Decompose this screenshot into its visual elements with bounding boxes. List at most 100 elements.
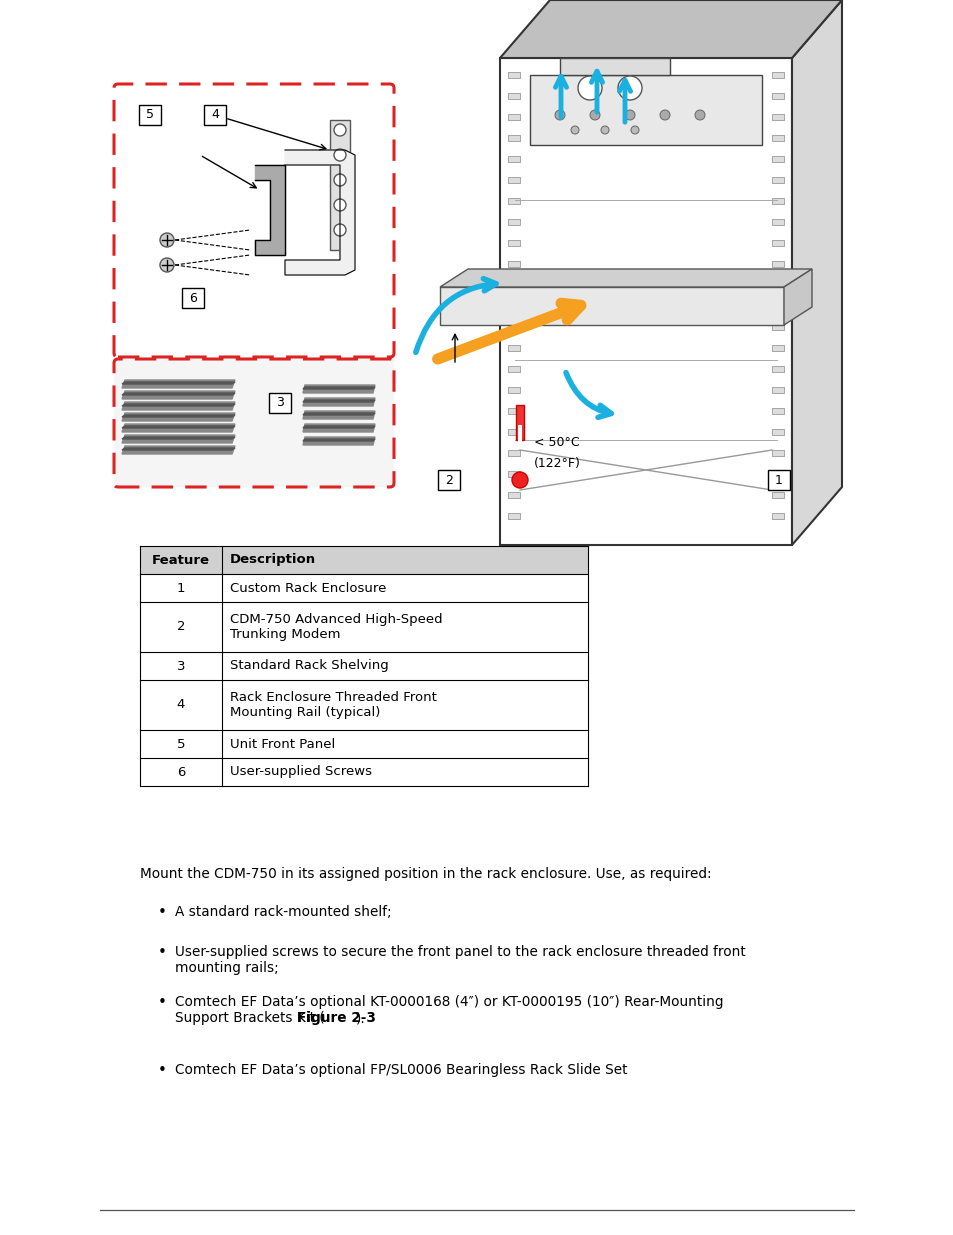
- Bar: [771, 72, 783, 78]
- Bar: [771, 261, 783, 267]
- Text: (122°F): (122°F): [534, 457, 580, 469]
- Bar: [771, 450, 783, 456]
- Polygon shape: [122, 437, 234, 438]
- Circle shape: [600, 126, 608, 135]
- Bar: [507, 219, 519, 225]
- Bar: [507, 303, 519, 309]
- Text: 2: 2: [445, 473, 453, 487]
- Polygon shape: [499, 0, 841, 58]
- Circle shape: [555, 110, 564, 120]
- Bar: [499, 58, 791, 545]
- Text: 2: 2: [176, 620, 185, 634]
- Bar: [530, 75, 761, 144]
- Bar: [559, 58, 669, 75]
- Polygon shape: [303, 400, 375, 403]
- Bar: [771, 219, 783, 225]
- Bar: [771, 177, 783, 183]
- Polygon shape: [285, 149, 355, 275]
- Bar: [771, 366, 783, 372]
- Bar: [507, 198, 519, 204]
- Text: 1: 1: [176, 582, 185, 594]
- Bar: [182, 288, 204, 308]
- Text: 1: 1: [774, 473, 782, 487]
- Bar: [771, 492, 783, 498]
- Text: User-supplied screws to secure the front panel to the rack enclosure threaded fr: User-supplied screws to secure the front…: [174, 945, 745, 976]
- Bar: [507, 324, 519, 330]
- Bar: [507, 72, 519, 78]
- Text: Standard Rack Shelving: Standard Rack Shelving: [230, 659, 388, 673]
- Circle shape: [334, 124, 346, 136]
- Bar: [507, 345, 519, 351]
- Text: 6: 6: [176, 766, 185, 778]
- Text: Custom Rack Enclosure: Custom Rack Enclosure: [230, 582, 386, 594]
- Text: Comtech EF Data’s optional KT-0000168 (4″) or KT-0000195 (10″) Rear-Mounting: Comtech EF Data’s optional KT-0000168 (4…: [174, 995, 722, 1009]
- Bar: [771, 114, 783, 120]
- Circle shape: [589, 110, 599, 120]
- Text: •: •: [158, 995, 167, 1010]
- Text: •: •: [158, 905, 167, 920]
- Bar: [507, 177, 519, 183]
- Bar: [140, 601, 587, 652]
- Bar: [269, 393, 291, 412]
- Bar: [507, 114, 519, 120]
- Polygon shape: [122, 403, 234, 410]
- Bar: [507, 408, 519, 414]
- Polygon shape: [303, 424, 375, 432]
- Bar: [507, 450, 519, 456]
- Bar: [771, 324, 783, 330]
- Polygon shape: [303, 438, 375, 441]
- Circle shape: [160, 258, 173, 272]
- Polygon shape: [122, 426, 234, 429]
- Polygon shape: [303, 412, 375, 415]
- Polygon shape: [122, 435, 234, 443]
- Text: Feature: Feature: [152, 553, 210, 567]
- Circle shape: [334, 224, 346, 236]
- Bar: [330, 120, 350, 249]
- Polygon shape: [122, 391, 234, 399]
- Circle shape: [334, 149, 346, 161]
- Text: 3: 3: [176, 659, 185, 673]
- Bar: [771, 282, 783, 288]
- Text: User-supplied Screws: User-supplied Screws: [230, 766, 372, 778]
- Text: Mount the CDM-750 in its assigned position in the rack enclosure. Use, as requir: Mount the CDM-750 in its assigned positi…: [140, 867, 711, 881]
- Bar: [767, 471, 789, 490]
- Circle shape: [334, 174, 346, 186]
- Bar: [507, 261, 519, 267]
- Bar: [140, 680, 587, 730]
- Polygon shape: [303, 398, 375, 406]
- Circle shape: [618, 77, 641, 100]
- Bar: [507, 429, 519, 435]
- Bar: [140, 652, 587, 680]
- Bar: [771, 240, 783, 246]
- Circle shape: [630, 126, 639, 135]
- Bar: [517, 425, 521, 445]
- Circle shape: [578, 77, 601, 100]
- Bar: [771, 198, 783, 204]
- Bar: [439, 287, 783, 325]
- Bar: [516, 405, 523, 440]
- Polygon shape: [439, 269, 811, 287]
- Polygon shape: [303, 437, 375, 445]
- Bar: [507, 492, 519, 498]
- Bar: [140, 730, 587, 758]
- Bar: [204, 105, 226, 125]
- Bar: [771, 345, 783, 351]
- Polygon shape: [122, 393, 234, 395]
- Bar: [437, 471, 459, 490]
- Circle shape: [659, 110, 669, 120]
- Polygon shape: [783, 269, 811, 325]
- Bar: [771, 471, 783, 477]
- Bar: [507, 93, 519, 99]
- Polygon shape: [122, 415, 234, 417]
- Circle shape: [571, 126, 578, 135]
- Text: Comtech EF Data’s optional FP/SL0006 Bearingless Rack Slide Set: Comtech EF Data’s optional FP/SL0006 Bea…: [174, 1063, 627, 1077]
- Bar: [507, 366, 519, 372]
- Circle shape: [160, 233, 173, 247]
- Text: 4: 4: [211, 109, 218, 121]
- Bar: [771, 303, 783, 309]
- Text: Description: Description: [230, 553, 315, 567]
- Bar: [507, 156, 519, 162]
- Bar: [507, 387, 519, 393]
- Polygon shape: [122, 448, 234, 450]
- Polygon shape: [254, 165, 285, 254]
